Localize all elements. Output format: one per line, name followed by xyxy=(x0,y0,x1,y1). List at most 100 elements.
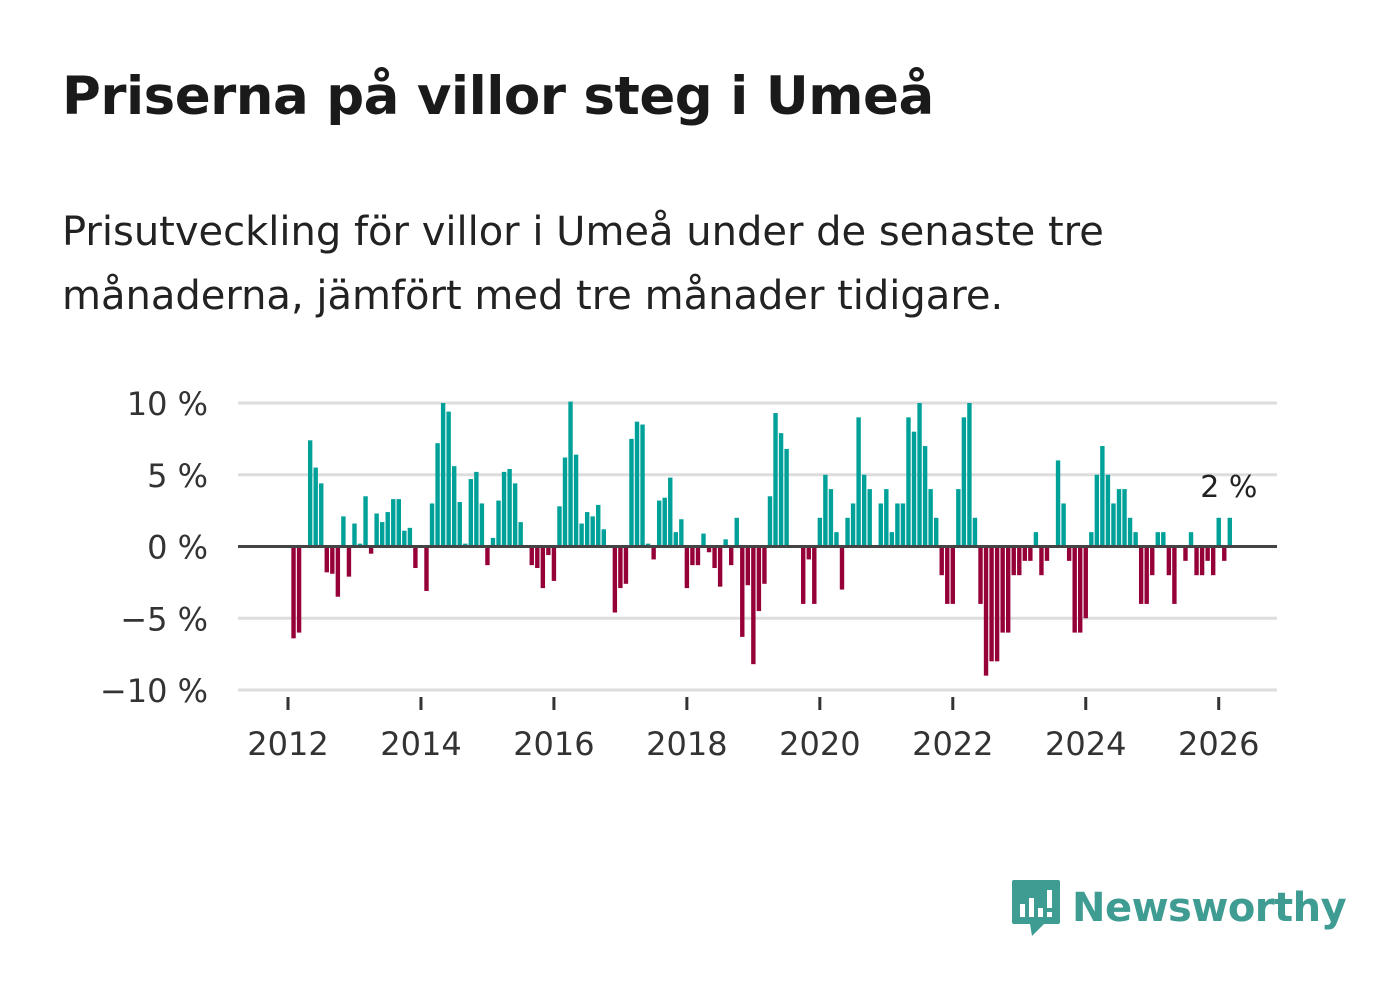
bar xyxy=(684,546,690,589)
bar xyxy=(363,496,368,547)
bar xyxy=(307,440,313,547)
bar xyxy=(1100,446,1105,547)
bar xyxy=(1066,546,1072,561)
bar xyxy=(396,499,401,547)
bar xyxy=(928,489,933,547)
bar xyxy=(745,546,751,586)
bar xyxy=(956,489,961,547)
bar xyxy=(1144,546,1149,604)
bar xyxy=(413,546,418,569)
bar xyxy=(878,503,883,547)
bar xyxy=(452,466,457,547)
bar xyxy=(573,454,579,547)
x-tick-label: 2014 xyxy=(380,725,461,763)
bar xyxy=(435,443,440,547)
bar xyxy=(512,483,518,547)
bar xyxy=(529,546,534,566)
bar xyxy=(596,504,601,547)
bar xyxy=(1155,532,1160,547)
bar xyxy=(856,417,861,547)
bar xyxy=(1138,546,1144,604)
bar xyxy=(579,523,584,547)
bar xyxy=(623,546,629,584)
bar xyxy=(1172,546,1177,604)
bar xyxy=(945,546,950,604)
bar xyxy=(1205,546,1210,561)
bar xyxy=(296,546,302,633)
bar xyxy=(801,546,806,604)
bar xyxy=(773,413,778,547)
y-tick-label: −5 % xyxy=(120,600,208,638)
bar xyxy=(701,533,706,547)
bar xyxy=(723,539,728,547)
bar xyxy=(1133,532,1138,547)
bar xyxy=(324,546,329,573)
bar xyxy=(1061,503,1066,547)
bar xyxy=(496,500,501,547)
bar xyxy=(823,474,828,547)
bar xyxy=(961,417,967,547)
bar xyxy=(895,503,900,547)
x-tick-label: 2016 xyxy=(513,725,594,763)
bar xyxy=(391,499,396,547)
bar xyxy=(446,411,451,547)
bar xyxy=(368,546,374,554)
bar xyxy=(1105,474,1111,547)
x-tick-label: 2020 xyxy=(779,725,860,763)
bar xyxy=(695,546,701,566)
bar xyxy=(889,532,895,547)
bar xyxy=(1111,503,1116,547)
bar xyxy=(407,527,413,547)
bar xyxy=(806,546,811,560)
bar xyxy=(1078,546,1083,633)
bar xyxy=(629,438,634,547)
bar xyxy=(518,522,523,547)
bar xyxy=(1227,517,1232,547)
bar xyxy=(762,546,767,584)
bar xyxy=(546,546,551,556)
bar xyxy=(490,537,496,547)
bar xyxy=(972,517,978,547)
bar xyxy=(989,546,994,662)
bar xyxy=(911,431,917,547)
bar xyxy=(1161,532,1166,547)
bar xyxy=(1188,532,1194,547)
bar xyxy=(1044,546,1050,561)
bar xyxy=(1006,546,1011,633)
y-tick-label: 0 % xyxy=(147,529,208,567)
bar xyxy=(1089,532,1094,547)
bar xyxy=(352,523,357,547)
chart-title: Priserna på villor steg i Umeå xyxy=(62,66,934,127)
bar xyxy=(385,512,390,547)
bar xyxy=(740,546,745,637)
bar xyxy=(485,546,490,566)
y-tick-label: 5 % xyxy=(147,457,208,495)
bar xyxy=(967,403,972,547)
bar xyxy=(983,546,989,676)
bar xyxy=(501,471,507,547)
y-tick-label: 10 % xyxy=(127,385,208,423)
bar xyxy=(346,546,352,577)
bar xyxy=(717,546,723,587)
bar xyxy=(884,489,889,547)
bar xyxy=(734,517,739,547)
bar xyxy=(341,516,346,547)
bar xyxy=(335,546,341,597)
bar xyxy=(601,529,606,547)
bar xyxy=(319,483,324,547)
bar xyxy=(850,503,856,547)
bar xyxy=(690,546,695,566)
bar xyxy=(1127,517,1133,547)
bar xyxy=(634,421,640,547)
bar xyxy=(1022,546,1028,561)
bar xyxy=(1150,546,1155,576)
bar xyxy=(751,546,756,665)
bar xyxy=(1116,489,1122,547)
logo-text: Newsworthy xyxy=(1072,885,1347,931)
bar xyxy=(900,503,906,547)
bar xyxy=(612,546,618,613)
newsworthy-chart-bubble-icon xyxy=(1012,880,1060,936)
bar xyxy=(479,503,485,547)
bar xyxy=(507,469,512,547)
